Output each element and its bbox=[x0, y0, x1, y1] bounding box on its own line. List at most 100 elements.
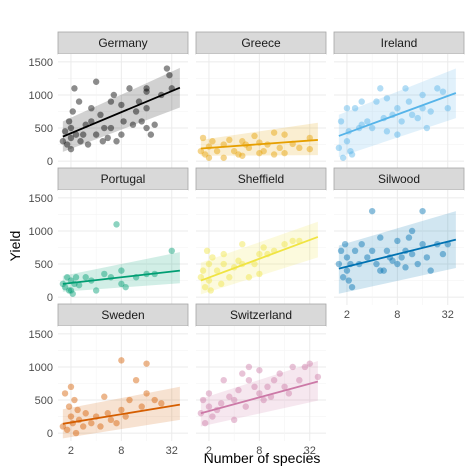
data-point bbox=[394, 131, 401, 138]
data-point bbox=[239, 240, 246, 248]
data-point bbox=[63, 274, 71, 281]
data-point bbox=[339, 274, 347, 281]
data-point bbox=[92, 131, 100, 138]
data-point bbox=[63, 426, 71, 433]
data-point bbox=[260, 244, 267, 251]
y-tick-label: 0 bbox=[47, 156, 53, 168]
data-point bbox=[235, 257, 242, 264]
data-point bbox=[226, 274, 233, 281]
confidence-band-portugal bbox=[62, 252, 180, 292]
data-point bbox=[143, 104, 150, 112]
data-point bbox=[251, 132, 258, 140]
data-point bbox=[110, 91, 118, 99]
data-point bbox=[213, 147, 221, 155]
data-point bbox=[335, 260, 343, 268]
data-point bbox=[245, 144, 253, 152]
data-point bbox=[75, 98, 83, 105]
data-point bbox=[67, 134, 75, 142]
data-point bbox=[143, 88, 150, 95]
data-point bbox=[256, 390, 263, 397]
y-tick-label: 1500 bbox=[29, 329, 53, 341]
data-point bbox=[197, 147, 205, 155]
data-point bbox=[423, 124, 431, 132]
data-point bbox=[220, 376, 227, 384]
data-point bbox=[69, 108, 76, 115]
data-point bbox=[377, 234, 384, 241]
data-point bbox=[335, 144, 343, 152]
data-point bbox=[343, 138, 351, 145]
data-point bbox=[132, 376, 140, 384]
data-point bbox=[104, 134, 111, 142]
data-point bbox=[209, 254, 216, 261]
data-point bbox=[218, 280, 225, 288]
confidence-band-germany bbox=[62, 67, 180, 152]
x-tick-label: 8 bbox=[394, 309, 400, 321]
data-point bbox=[256, 367, 263, 374]
data-point bbox=[345, 277, 352, 284]
data-point bbox=[368, 124, 376, 132]
data-point bbox=[80, 423, 87, 430]
data-point bbox=[61, 128, 69, 135]
y-tick-label: 0 bbox=[47, 428, 53, 440]
data-point bbox=[245, 376, 253, 384]
data-point bbox=[373, 98, 380, 105]
y-tick-label: 500 bbox=[35, 395, 53, 407]
data-point bbox=[113, 419, 120, 427]
data-point bbox=[120, 118, 127, 125]
y-tick-label: 1000 bbox=[29, 90, 53, 102]
data-point bbox=[339, 154, 347, 161]
data-point bbox=[65, 287, 73, 294]
fit-line-ireland bbox=[338, 92, 457, 137]
data-point bbox=[337, 247, 345, 255]
data-point bbox=[118, 131, 125, 138]
data-point bbox=[92, 78, 100, 85]
data-point bbox=[235, 386, 242, 394]
data-point bbox=[306, 360, 313, 367]
data-point bbox=[383, 95, 391, 102]
x-tick-label: 2 bbox=[206, 445, 212, 457]
data-point bbox=[69, 290, 76, 297]
strip-label-ireland: Ireland bbox=[381, 36, 418, 50]
data-point bbox=[207, 287, 214, 294]
data-point bbox=[101, 270, 108, 278]
data-point bbox=[88, 104, 95, 112]
data-point bbox=[88, 118, 95, 125]
strip-label-switzerland: Switzerland bbox=[230, 308, 292, 322]
data-point bbox=[220, 154, 227, 161]
data-point bbox=[107, 416, 115, 424]
data-point bbox=[394, 104, 401, 112]
data-point bbox=[296, 376, 303, 384]
data-point bbox=[364, 254, 371, 261]
data-point bbox=[380, 267, 387, 274]
fit-line-sheffield bbox=[200, 236, 319, 282]
data-point bbox=[168, 247, 175, 255]
data-point bbox=[368, 247, 376, 255]
data-point bbox=[138, 403, 145, 410]
data-point bbox=[101, 124, 108, 132]
fit-line-greece bbox=[200, 139, 318, 150]
fit-line-switzerland bbox=[200, 380, 319, 415]
data-point bbox=[143, 390, 150, 397]
data-point bbox=[337, 118, 345, 125]
data-point bbox=[402, 264, 409, 271]
data-point bbox=[408, 250, 416, 258]
strip-label-portugal: Portugal bbox=[101, 172, 146, 186]
y-tick-label: 1500 bbox=[29, 193, 53, 205]
x-tick-label: 8 bbox=[256, 445, 262, 457]
data-point bbox=[67, 145, 75, 153]
data-point bbox=[358, 98, 365, 105]
data-point bbox=[138, 118, 145, 125]
data-point bbox=[226, 393, 233, 400]
data-point bbox=[270, 129, 278, 136]
data-point bbox=[351, 104, 359, 112]
data-point bbox=[61, 283, 69, 291]
data-point bbox=[408, 227, 416, 235]
data-point bbox=[166, 71, 173, 79]
data-point bbox=[276, 370, 283, 377]
data-point bbox=[281, 149, 288, 157]
data-point bbox=[270, 151, 278, 158]
data-point bbox=[281, 383, 288, 391]
data-point bbox=[389, 257, 396, 264]
data-point bbox=[343, 267, 351, 274]
data-point bbox=[97, 423, 104, 430]
